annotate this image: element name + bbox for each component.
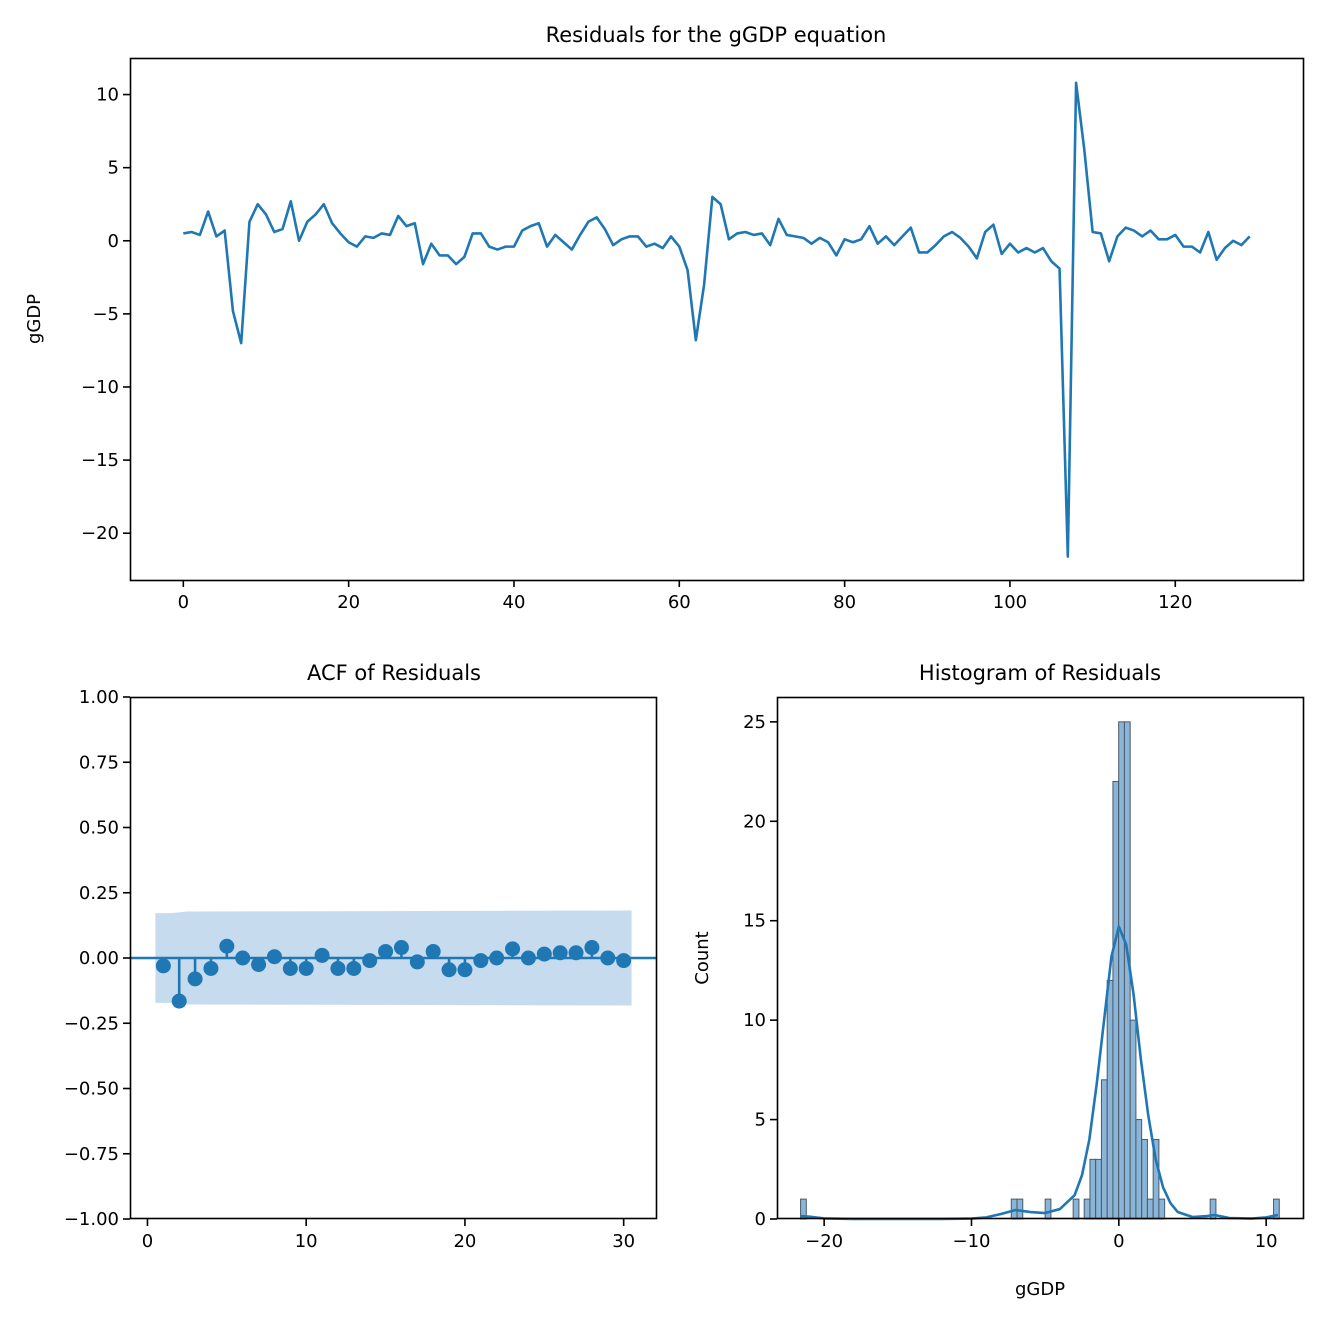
residuals-line-chart: Residuals for the gGDP equation gGDP 0 20…	[24, 23, 1305, 613]
residuals-y-tick-label: −10	[81, 377, 119, 398]
residuals-x-tick-label: 100	[993, 592, 1027, 613]
histogram-bar	[1146, 1198, 1154, 1220]
acf-point	[441, 962, 457, 978]
acf-point	[155, 958, 171, 974]
histogram-x-tick-label: 0	[1113, 1231, 1124, 1252]
histogram-bar	[1118, 721, 1125, 1220]
histogram-bar	[1089, 1158, 1097, 1220]
acf-point	[282, 960, 298, 976]
acf-point	[568, 945, 584, 961]
acf-point	[187, 971, 203, 987]
residuals-x-tick-label: 40	[503, 592, 526, 613]
acf-y-tick-label: 0.00	[79, 948, 119, 969]
acf-point	[378, 943, 394, 959]
histogram-bar	[1106, 979, 1114, 1220]
residuals-y-tick-label: −5	[92, 304, 119, 325]
histogram-bar	[1095, 1158, 1102, 1220]
residuals-x-tick-label: 60	[668, 592, 691, 613]
acf-point	[409, 954, 425, 970]
acf-x-tick-label: 30	[612, 1231, 635, 1252]
acf-point	[298, 960, 314, 976]
histogram-bar	[1100, 1079, 1108, 1220]
histogram-y-tick-label: 20	[743, 811, 766, 832]
acf-point	[473, 953, 489, 969]
histogram-y-tick-label: 10	[743, 1010, 766, 1031]
acf-y-tick-label: 0.75	[79, 752, 119, 773]
histogram-y-tick-label: 25	[743, 712, 766, 733]
acf-y-tick-label: −0.25	[64, 1013, 119, 1034]
histogram-plot-frame	[776, 696, 1305, 1220]
histogram-bar	[1129, 1019, 1137, 1220]
histogram-y-tick-label: 5	[755, 1110, 766, 1131]
acf-point	[536, 946, 552, 962]
acf-plot-frame	[129, 696, 658, 1220]
histogram-x-axis-label: gGDP	[1015, 1279, 1065, 1300]
acf-y-tick-label: −1.00	[64, 1209, 119, 1230]
histogram-bar	[1072, 1198, 1080, 1220]
acf-chart-title: ACF of Residuals	[307, 661, 481, 685]
residuals-x-tick-label: 80	[833, 592, 856, 613]
acf-point	[552, 945, 568, 961]
histogram-bar	[1135, 1119, 1143, 1220]
acf-point	[266, 949, 282, 965]
residuals-series-line	[183, 81, 1251, 558]
kde-curve	[800, 925, 1279, 1221]
acf-point	[314, 947, 330, 963]
histogram-chart-title: Histogram of Residuals	[919, 661, 1161, 685]
acf-point	[203, 960, 219, 976]
histogram-y-tick-label: 0	[755, 1209, 766, 1230]
acf-point	[489, 950, 505, 966]
residuals-plot-frame	[129, 57, 1305, 582]
histogram-bar	[1158, 1198, 1166, 1220]
histogram-x-tick-label: −20	[805, 1231, 843, 1252]
histogram-bar	[1112, 781, 1120, 1220]
residuals-y-tick-label: 10	[96, 85, 119, 106]
acf-point	[600, 950, 616, 966]
acf-x-tick-label: 10	[295, 1231, 318, 1252]
residuals-y-axis-label: gGDP	[24, 294, 45, 344]
acf-point	[457, 962, 473, 978]
residuals-y-tick-label: 0	[108, 231, 119, 252]
acf-x-tick-label: 20	[453, 1231, 476, 1252]
residuals-y-tick-label: −15	[81, 450, 119, 471]
acf-point	[520, 950, 536, 966]
acf-point	[584, 940, 600, 956]
histogram-bar	[1083, 1198, 1091, 1220]
acf-point	[505, 941, 521, 957]
acf-chart: ACF of Residuals 0 10 20 30 1.00 0.75 0.50 0.25…	[64, 661, 658, 1252]
acf-point	[235, 950, 251, 966]
histogram-y-axis-label: Count	[692, 931, 713, 984]
histogram-x-tick-label: 10	[1255, 1231, 1278, 1252]
histogram-bar	[1044, 1198, 1052, 1220]
acf-point	[425, 943, 441, 959]
acf-y-tick-label: 0.50	[79, 818, 119, 839]
histogram-bar	[1141, 1138, 1148, 1220]
acf-y-tick-label: 1.00	[79, 687, 119, 708]
acf-point	[330, 960, 346, 976]
residuals-y-tick-label: −20	[81, 523, 119, 544]
acf-point	[393, 940, 409, 956]
acf-point	[346, 960, 362, 976]
residuals-chart-title: Residuals for the gGDP equation	[546, 23, 887, 47]
acf-x-tick-label: 0	[142, 1231, 153, 1252]
acf-point	[362, 953, 378, 969]
acf-point	[171, 993, 187, 1009]
residuals-x-tick-label: 20	[337, 592, 360, 613]
acf-point	[251, 957, 267, 973]
residuals-y-tick-label: 5	[108, 158, 119, 179]
residuals-x-tick-label: 120	[1158, 592, 1192, 613]
acf-y-tick-label: −0.75	[64, 1144, 119, 1165]
histogram-y-tick-label: 15	[743, 911, 766, 932]
acf-y-tick-label: −0.50	[64, 1079, 119, 1100]
acf-point	[219, 938, 235, 954]
histogram-x-tick-label: −10	[952, 1231, 990, 1252]
acf-y-tick-label: 0.25	[79, 883, 119, 904]
residuals-x-tick-label: 0	[178, 592, 189, 613]
histogram-chart: Histogram of Residuals gGDP Count −20 −10…	[692, 661, 1305, 1300]
acf-point	[616, 953, 632, 969]
